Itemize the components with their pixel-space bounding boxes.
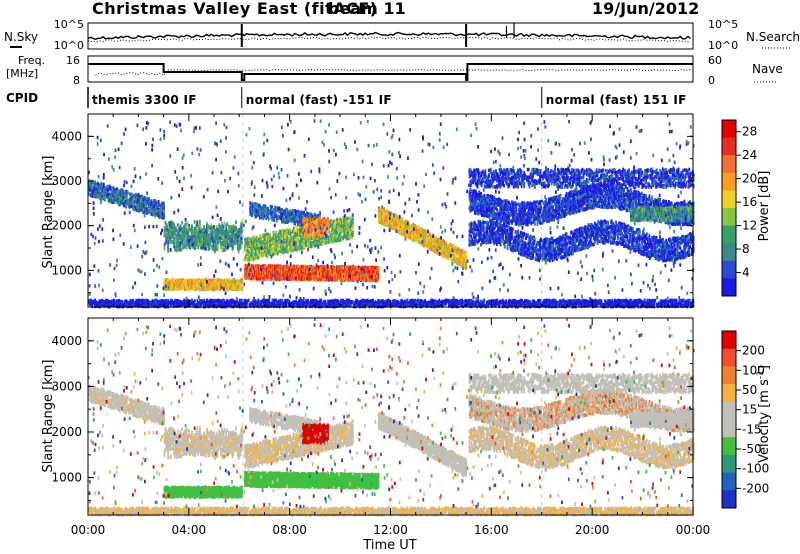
freq-tick-low: 8 (73, 74, 80, 87)
echo-cell (124, 196, 126, 200)
echo-cell (114, 201, 116, 205)
beam-label: beam 11 (328, 0, 406, 18)
echo-cell (169, 223, 171, 227)
nsky-tick-low: 10^0 (54, 39, 84, 52)
nsky-tick-high: 10^5 (54, 18, 84, 31)
echo-cell (163, 202, 165, 206)
echo-cell (104, 198, 106, 202)
echo-cell (180, 248, 182, 252)
echo-cell (181, 221, 183, 225)
nave-label: Nave (752, 62, 783, 76)
freq-panel-frame (88, 56, 693, 82)
echo-cell (145, 204, 147, 208)
echo-cell (122, 191, 124, 195)
nave-tick-high: 60 (708, 54, 722, 67)
freq-line (88, 64, 693, 80)
echo-cell (163, 210, 165, 214)
cpid-bar: themis 3300 IF normal (fast) -151 IF norma… (88, 87, 687, 108)
echo-cell (123, 199, 125, 203)
freq-label-1: Freq. (18, 54, 45, 67)
echo-cell (137, 209, 139, 213)
echo-cell (167, 245, 169, 249)
echo-cell (146, 197, 148, 201)
echo-cell (125, 204, 127, 208)
echo-cell (126, 195, 128, 199)
nsearch-tick-low: 10^0 (708, 39, 738, 52)
echo-cell (167, 249, 169, 253)
freq-trace (88, 64, 693, 80)
freq-label-2: [MHz] (6, 67, 38, 80)
superdarn-summary-plot: Christmas Valley East (fitACF) beam 11 1… (0, 0, 800, 554)
echo-cell (168, 229, 170, 233)
nave-tick-low: 0 (708, 74, 715, 87)
nsky-label: N.Sky (4, 30, 38, 44)
cpid-label: CPID (6, 91, 38, 105)
nsky-trace (88, 23, 691, 47)
nsearch-label: N.Search (746, 30, 800, 44)
echo-cell (166, 225, 168, 229)
cpid-segment-label: normal (fast) -151 IF (246, 93, 392, 107)
power-heatmap-cells (88, 114, 695, 309)
echo-cell (101, 197, 103, 201)
echo-cell (143, 211, 145, 215)
freq-tick-high: 16 (66, 54, 80, 67)
nsky-line (88, 33, 691, 40)
cpid-segment-label: normal (fast) 151 IF (546, 93, 687, 107)
echo-cell (103, 183, 105, 187)
date-label: 19/Jun/2012 (592, 0, 699, 18)
echo-cell (177, 223, 179, 227)
cpid-segment-label: themis 3300 IF (92, 93, 197, 107)
echo-cell (127, 191, 129, 195)
echo-cell (172, 241, 174, 245)
echo-cell (129, 205, 131, 209)
nsearch-tick-high: 10^5 (708, 18, 738, 31)
echo-cell (178, 241, 180, 245)
